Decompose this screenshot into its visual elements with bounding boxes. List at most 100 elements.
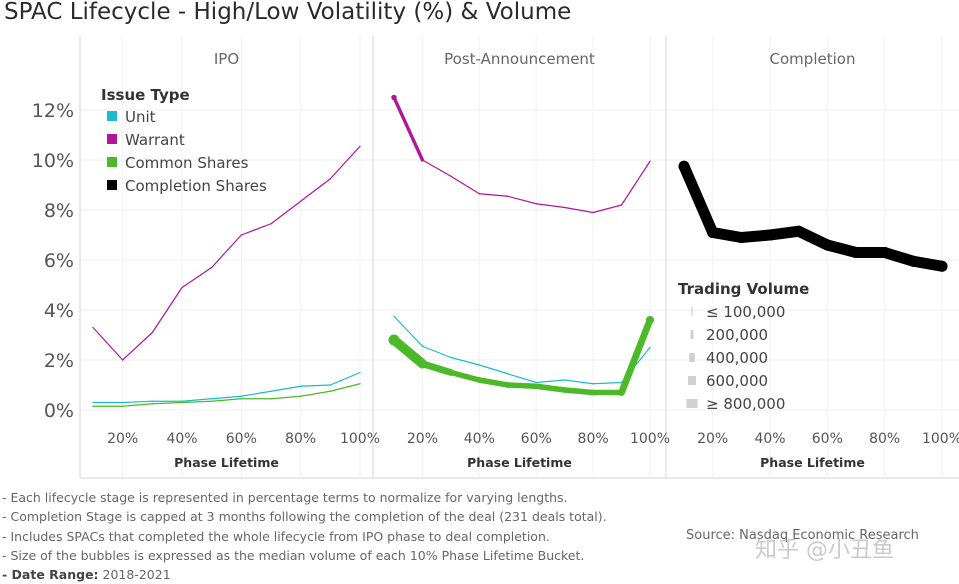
data-point bbox=[151, 331, 153, 334]
legend-label: Warrant bbox=[125, 131, 185, 149]
series-segment bbox=[678, 160, 719, 238]
legend-label: Common Shares bbox=[125, 154, 249, 172]
data-point bbox=[300, 385, 302, 387]
data-point bbox=[92, 405, 94, 407]
series-segment bbox=[181, 266, 213, 289]
size-legend-swatch bbox=[686, 399, 698, 408]
data-point bbox=[850, 247, 862, 258]
data-point bbox=[618, 389, 625, 396]
size-legend-label: ≥ 800,000 bbox=[706, 395, 785, 413]
series-segment bbox=[211, 234, 242, 269]
data-point bbox=[936, 260, 948, 272]
x-axis-title: Phase Lifetime bbox=[174, 455, 279, 470]
series-segment bbox=[592, 381, 623, 385]
x-tick-label: 60% bbox=[521, 431, 552, 447]
data-point bbox=[678, 160, 690, 172]
size-legend-swatch bbox=[689, 353, 695, 362]
series-segment bbox=[564, 206, 594, 214]
data-point bbox=[181, 400, 183, 402]
data-point bbox=[270, 398, 272, 400]
size-legend-label: ≤ 100,000 bbox=[706, 303, 785, 321]
series-segment bbox=[393, 315, 424, 347]
data-point bbox=[590, 389, 596, 396]
data-point bbox=[270, 223, 272, 225]
data-point bbox=[418, 359, 427, 368]
date-range-value: 2018-2021 bbox=[102, 567, 171, 583]
data-point bbox=[793, 225, 805, 237]
panel-header: Post-Announcement bbox=[444, 50, 595, 68]
series-segment bbox=[92, 326, 124, 361]
series-segment bbox=[421, 345, 452, 359]
data-point bbox=[122, 401, 124, 404]
series-segment bbox=[270, 385, 302, 392]
series-segment bbox=[448, 369, 483, 383]
legend-swatch bbox=[107, 180, 117, 190]
x-tick-label: 60% bbox=[226, 431, 257, 447]
series-segment bbox=[535, 203, 566, 209]
size-legend-label: 200,000 bbox=[706, 326, 768, 344]
series-segment bbox=[450, 356, 480, 366]
x-tick-label: 80% bbox=[578, 431, 609, 447]
x-tick-label: 100% bbox=[922, 431, 959, 447]
data-point bbox=[907, 255, 919, 267]
panel-header: Completion bbox=[770, 50, 856, 68]
data-point bbox=[764, 229, 776, 241]
y-tick-label: 6% bbox=[44, 250, 74, 272]
series-segment bbox=[240, 223, 272, 236]
data-point bbox=[300, 395, 302, 397]
series-segment bbox=[151, 401, 183, 405]
size-legend-title: Trading Volume bbox=[678, 280, 809, 298]
series-segment bbox=[507, 195, 537, 205]
size-legend-label: 600,000 bbox=[706, 372, 768, 390]
series-segment bbox=[507, 373, 537, 384]
data-point bbox=[561, 387, 568, 393]
watermark: 知乎 @小丑鱼 bbox=[755, 538, 894, 563]
data-point bbox=[181, 401, 183, 404]
data-point bbox=[478, 193, 480, 195]
data-point bbox=[535, 203, 537, 205]
footnote: - Includes SPACs that completed the whol… bbox=[2, 528, 550, 544]
date-range: - Date Range: 2018-2021 bbox=[2, 565, 607, 584]
source-note: Source: Nasdaq Economic Research bbox=[686, 528, 919, 543]
series-segment bbox=[211, 398, 242, 402]
data-point bbox=[270, 390, 272, 392]
series-segment bbox=[270, 200, 302, 225]
series-segment bbox=[211, 395, 242, 400]
x-tick-label: 40% bbox=[464, 431, 495, 447]
legend-title: Issue Type bbox=[101, 86, 190, 104]
data-point bbox=[151, 403, 153, 405]
data-point bbox=[620, 204, 623, 206]
footnote: - Completion Stage is capped at 3 months… bbox=[2, 509, 607, 525]
series-segment bbox=[300, 384, 331, 387]
series-segment bbox=[478, 364, 509, 375]
size-legend-swatch bbox=[688, 376, 696, 385]
data-point bbox=[533, 383, 539, 389]
series-segment bbox=[450, 175, 480, 195]
size-legend-swatch bbox=[690, 330, 694, 339]
data-point bbox=[507, 195, 509, 197]
data-point bbox=[92, 326, 94, 329]
date-range-label: - Date Range: bbox=[2, 567, 99, 583]
data-point bbox=[329, 384, 331, 386]
data-point bbox=[649, 160, 651, 162]
series-segment bbox=[561, 387, 596, 396]
chart-title: SPAC Lifecycle - High/Low Volatility (%)… bbox=[4, 0, 572, 25]
legend-label: Unit bbox=[125, 108, 156, 126]
series-segment bbox=[300, 178, 331, 202]
series-segment bbox=[151, 286, 183, 334]
data-point bbox=[735, 232, 747, 243]
legend-label: Completion Shares bbox=[125, 177, 267, 195]
x-tick-label: 60% bbox=[812, 431, 843, 447]
series-segment bbox=[419, 360, 455, 376]
x-tick-label: 40% bbox=[754, 431, 785, 447]
data-point bbox=[507, 373, 509, 375]
data-point bbox=[592, 383, 594, 385]
footnotes: - Each lifecycle stage is represented in… bbox=[2, 488, 607, 584]
y-tick-label: 4% bbox=[44, 300, 74, 322]
series-segment bbox=[329, 371, 361, 386]
series-segment bbox=[240, 390, 272, 397]
series-segment bbox=[618, 316, 654, 396]
data-point bbox=[535, 381, 537, 384]
y-tick-label: 2% bbox=[44, 350, 74, 372]
series-segment bbox=[392, 95, 425, 162]
